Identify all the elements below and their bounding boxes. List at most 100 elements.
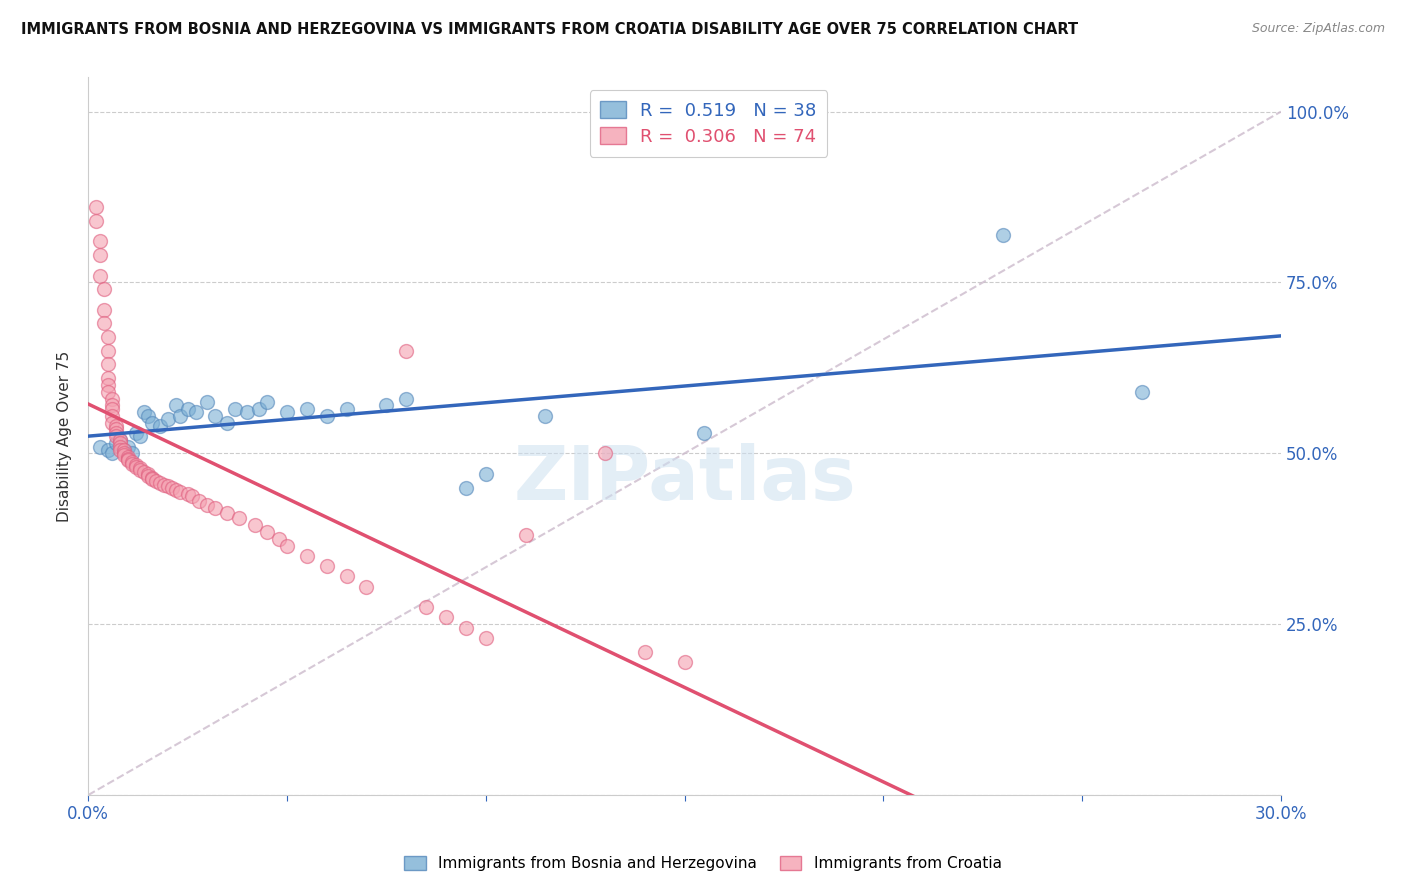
Point (236, 405, 259, 419)
Point (89, 248, 111, 262)
Point (184, 405, 207, 419)
Point (112, 442, 135, 457)
Text: Source: ZipAtlas.com: Source: ZipAtlas.com (1251, 22, 1385, 36)
Point (104, 429, 127, 443)
Point (534, 409, 557, 423)
Point (991, 227, 1014, 242)
Point (136, 469, 159, 483)
Point (132, 466, 155, 480)
Point (101, 401, 124, 416)
Point (104, 422, 127, 436)
Point (247, 401, 270, 416)
Point (593, 446, 616, 460)
Point (101, 392, 124, 406)
Point (89, 440, 111, 454)
Point (415, 600, 437, 615)
Point (97, 358, 120, 372)
Point (224, 401, 246, 416)
Point (156, 479, 179, 493)
Point (169, 409, 191, 423)
Point (125, 458, 148, 472)
Point (97, 343, 120, 358)
Point (101, 409, 124, 423)
Point (136, 467, 159, 481)
Point (112, 442, 135, 457)
Point (515, 528, 537, 542)
Point (295, 549, 318, 563)
Point (176, 401, 198, 416)
Legend: Immigrants from Bosnia and Herzegovina, Immigrants from Croatia: Immigrants from Bosnia and Herzegovina, … (398, 850, 1008, 877)
Point (204, 501, 226, 516)
Point (169, 484, 191, 499)
Y-axis label: Disability Age Over 75: Disability Age Over 75 (58, 351, 72, 522)
Point (117, 450, 139, 464)
Point (97, 384, 120, 399)
Point (125, 460, 148, 475)
Point (97, 378, 120, 392)
Point (336, 401, 359, 416)
Point (197, 498, 219, 512)
Point (188, 494, 211, 508)
Point (454, 621, 477, 635)
Point (132, 405, 155, 419)
Point (395, 343, 418, 358)
Point (101, 446, 124, 460)
Point (217, 416, 239, 430)
Point (474, 631, 496, 645)
Point (141, 472, 163, 486)
Point (97, 330, 120, 344)
Point (121, 457, 143, 471)
Point (108, 433, 131, 447)
Point (375, 399, 398, 413)
Point (165, 483, 187, 497)
Point (145, 474, 167, 488)
Point (634, 644, 657, 658)
Point (97, 442, 120, 457)
Point (117, 451, 139, 466)
Point (117, 453, 139, 467)
Point (128, 463, 150, 477)
Point (276, 405, 298, 419)
Point (395, 392, 418, 406)
Point (434, 610, 457, 624)
Point (125, 425, 148, 440)
Point (141, 416, 163, 430)
Point (454, 481, 477, 495)
Point (93, 282, 115, 296)
Point (197, 395, 219, 409)
Point (108, 436, 131, 450)
Point (121, 454, 143, 468)
Point (136, 409, 159, 423)
Point (315, 409, 337, 423)
Point (121, 446, 143, 460)
Point (152, 477, 174, 491)
Point (141, 471, 163, 485)
Point (93, 302, 115, 317)
Point (176, 487, 198, 501)
Text: IMMIGRANTS FROM BOSNIA AND HERZEGOVINA VS IMMIGRANTS FROM CROATIA DISABILITY AGE: IMMIGRANTS FROM BOSNIA AND HERZEGOVINA V… (21, 22, 1078, 37)
Point (128, 461, 150, 475)
Point (89, 268, 111, 283)
Point (336, 569, 359, 583)
Point (267, 532, 290, 546)
Point (149, 419, 172, 434)
Point (276, 539, 298, 553)
Point (165, 399, 187, 413)
Point (693, 425, 716, 440)
Point (93, 317, 115, 331)
Point (101, 399, 124, 413)
Point (89, 235, 111, 249)
Point (204, 409, 226, 423)
Point (112, 446, 135, 460)
Point (104, 425, 127, 440)
Point (243, 518, 266, 533)
Point (356, 580, 378, 594)
Point (108, 442, 131, 457)
Point (217, 506, 239, 520)
Point (673, 655, 696, 669)
Point (1130, 384, 1153, 399)
Point (97, 371, 120, 385)
Point (108, 440, 131, 454)
Point (117, 440, 139, 454)
Point (256, 524, 278, 539)
